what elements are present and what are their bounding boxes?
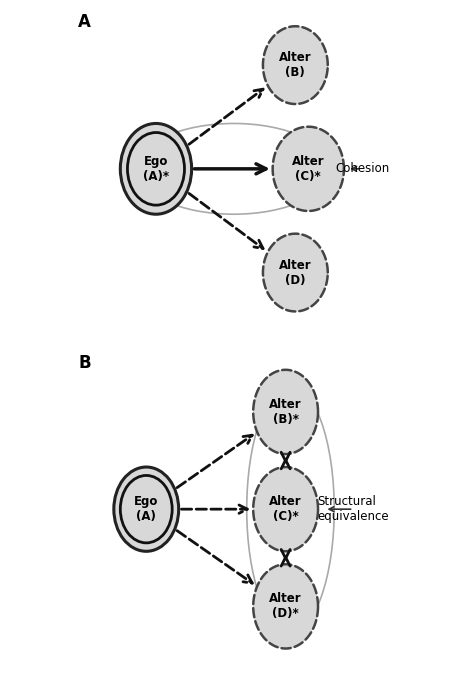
Text: Alter
(D): Alter (D) [279,258,311,287]
Text: Alter
(D)*: Alter (D)* [269,593,302,620]
Ellipse shape [120,123,191,214]
Text: Ego
(A)*: Ego (A)* [143,155,169,183]
Text: Alter
(C)*: Alter (C)* [292,155,325,183]
Text: Alter
(C)*: Alter (C)* [269,495,302,523]
Text: Ego
(A): Ego (A) [134,495,158,523]
Ellipse shape [253,467,318,551]
Text: B: B [78,354,91,372]
Text: A: A [78,14,91,31]
Ellipse shape [263,234,328,311]
Text: Structural
equivalence: Structural equivalence [318,495,389,523]
Text: Alter
(B)*: Alter (B)* [269,398,302,426]
Ellipse shape [253,370,318,454]
Ellipse shape [114,467,179,551]
Ellipse shape [273,127,344,211]
Text: Alter
(B): Alter (B) [279,51,311,79]
Ellipse shape [253,564,318,649]
Ellipse shape [263,26,328,104]
Text: Cohesion: Cohesion [335,162,389,176]
